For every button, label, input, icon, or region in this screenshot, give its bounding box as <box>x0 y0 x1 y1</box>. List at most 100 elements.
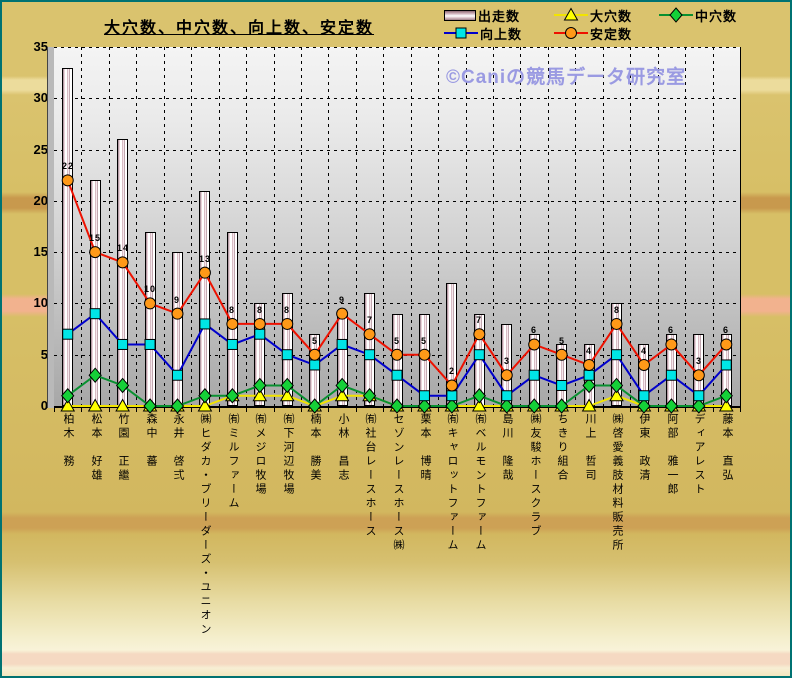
data-label-stable: 3 <box>695 356 702 366</box>
v-gridline <box>219 47 220 406</box>
x-category-label: 阿部 雅一郎 <box>666 413 678 497</box>
v-gridline <box>520 47 521 406</box>
x-category-label: ㈲キャロットファーム <box>446 413 458 553</box>
x-tick-mark <box>685 408 686 412</box>
h-gridline <box>54 98 740 99</box>
x-category-label: 永井 啓弍 <box>172 413 184 483</box>
data-label-stable: 4 <box>640 346 647 356</box>
v-gridline <box>301 47 302 406</box>
x-tick-mark <box>301 408 302 412</box>
x-category-label: ㈲社台レースホース <box>364 413 376 539</box>
v-gridline <box>438 47 439 406</box>
h-gridline <box>54 303 740 304</box>
x-category-label: 栗本 博晴 <box>419 413 431 483</box>
circle-marker-icon <box>554 25 588 41</box>
diamond-marker-icon <box>659 7 693 23</box>
data-label-stable: 4 <box>585 346 592 356</box>
data-label-stable: 14 <box>116 243 129 253</box>
y-tick-label: 15 <box>33 244 48 259</box>
x-category-label: ㈲ベルモントファーム <box>474 413 486 553</box>
legend-label: 大穴数 <box>590 8 633 24</box>
plot-area: 22 15 14 10 9 13 8 8 8 5 9 7 5 5 2 7 3 6 5 4 8 4 6 3 6 <box>54 47 741 414</box>
data-label-stable: 5 <box>558 336 565 346</box>
data-label-stable: 9 <box>173 295 180 305</box>
data-label-stable: 7 <box>366 315 373 325</box>
data-label-stable: 5 <box>311 336 318 346</box>
v-gridline <box>411 47 412 406</box>
h-gridline <box>54 150 740 151</box>
x-tick-mark <box>438 408 439 412</box>
v-gridline <box>548 47 549 406</box>
x-tick-mark <box>411 408 412 412</box>
triangle-marker-icon <box>554 7 588 23</box>
x-category-label: 松本 好雄 <box>90 413 102 483</box>
x-category-label: 楠本 勝美 <box>309 413 321 483</box>
x-category-label: ちきり組合 <box>556 413 568 483</box>
legend-item-circle: 安定数 <box>554 25 633 42</box>
x-tick-mark <box>383 408 384 412</box>
x-category-label: セゾンレースホース㈱ <box>392 413 404 553</box>
x-category-label: 藤本 直弘 <box>721 413 733 483</box>
v-gridline <box>575 47 576 406</box>
x-category-label: 森中 蕃 <box>145 413 157 469</box>
h-gridline <box>54 47 740 48</box>
data-label-stable: 3 <box>503 356 510 366</box>
data-label-stable: 2 <box>448 366 455 376</box>
v-gridline <box>685 47 686 406</box>
data-label-stable: 8 <box>613 305 620 315</box>
x-tick-mark <box>466 408 467 412</box>
data-label-stable: 6 <box>722 325 729 335</box>
data-label-stable: 15 <box>88 233 101 243</box>
legend-item-diamond: 中穴数 <box>659 7 738 24</box>
data-label-stable: 22 <box>61 161 74 171</box>
x-tick-mark <box>191 408 192 412</box>
x-tick-mark <box>136 408 137 412</box>
data-label-stable: 10 <box>143 284 156 294</box>
x-tick-mark <box>274 408 275 412</box>
square-marker-icon <box>444 25 478 41</box>
v-gridline <box>493 47 494 406</box>
data-label-stable: 6 <box>530 325 537 335</box>
h-gridline <box>54 252 740 253</box>
x-category-label: 伊東 政清 <box>638 413 650 483</box>
y-tick-label: 25 <box>33 142 48 157</box>
x-tick-mark <box>109 408 110 412</box>
data-label-stable: 13 <box>198 254 211 264</box>
x-tick-mark <box>328 408 329 412</box>
v-gridline <box>658 47 659 406</box>
x-tick-mark <box>713 408 714 412</box>
series-stable-markers <box>61 174 733 392</box>
v-gridline <box>164 47 165 406</box>
data-label-stable: 5 <box>420 336 427 346</box>
y-axis-wall <box>47 47 55 408</box>
x-category-label: ディアレスト <box>693 413 705 497</box>
x-tick-mark <box>246 408 247 412</box>
y-tick-label: 10 <box>33 295 48 310</box>
v-gridline <box>713 47 714 406</box>
x-tick-mark <box>219 408 220 412</box>
y-tick-label: 5 <box>40 347 48 362</box>
v-gridline <box>246 47 247 406</box>
h-gridline <box>54 201 740 202</box>
x-category-label: ㈲下河辺牧場 <box>282 413 294 497</box>
data-label-stable: 8 <box>256 305 263 315</box>
chart-title: 大穴数、中穴数、向上数、安定数 <box>104 20 375 37</box>
legend-label: 向上数 <box>480 26 523 42</box>
v-gridline <box>274 47 275 406</box>
v-gridline <box>356 47 357 406</box>
bar-starts <box>254 303 265 406</box>
y-tick-label: 35 <box>33 39 48 54</box>
series-improve-markers <box>62 308 732 402</box>
x-category-label: 小林 昌志 <box>337 413 349 483</box>
v-gridline <box>603 47 604 406</box>
v-gridline <box>328 47 329 406</box>
v-gridline <box>191 47 192 406</box>
legend-label: 安定数 <box>590 26 633 42</box>
x-tick-mark <box>520 408 521 412</box>
legend-label: 中穴数 <box>695 8 738 24</box>
v-gridline <box>81 47 82 406</box>
x-category-label: 島川 隆哉 <box>501 413 513 483</box>
x-tick-mark <box>575 408 576 412</box>
y-tick-label: 30 <box>33 90 48 105</box>
